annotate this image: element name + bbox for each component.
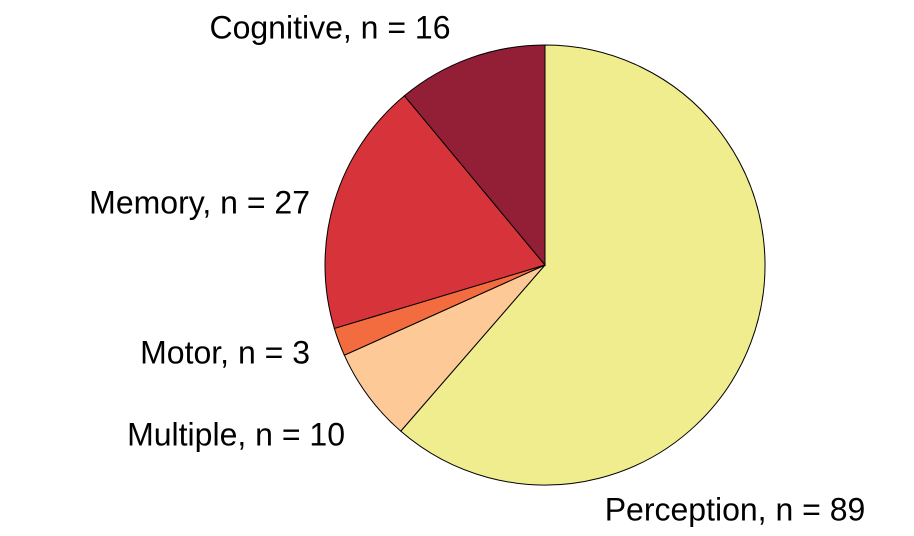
pie-slice	[324, 95, 546, 330]
slice-label: Perception, n = 89	[605, 491, 866, 527]
slice-label: Memory, n = 27	[89, 184, 310, 220]
slice-label: Multiple, n = 10	[127, 416, 345, 452]
pie-slice	[400, 44, 766, 486]
slice-label: Motor, n = 3	[140, 334, 310, 370]
pie-slice	[403, 44, 546, 267]
slice-label: Cognitive, n = 16	[209, 9, 450, 45]
